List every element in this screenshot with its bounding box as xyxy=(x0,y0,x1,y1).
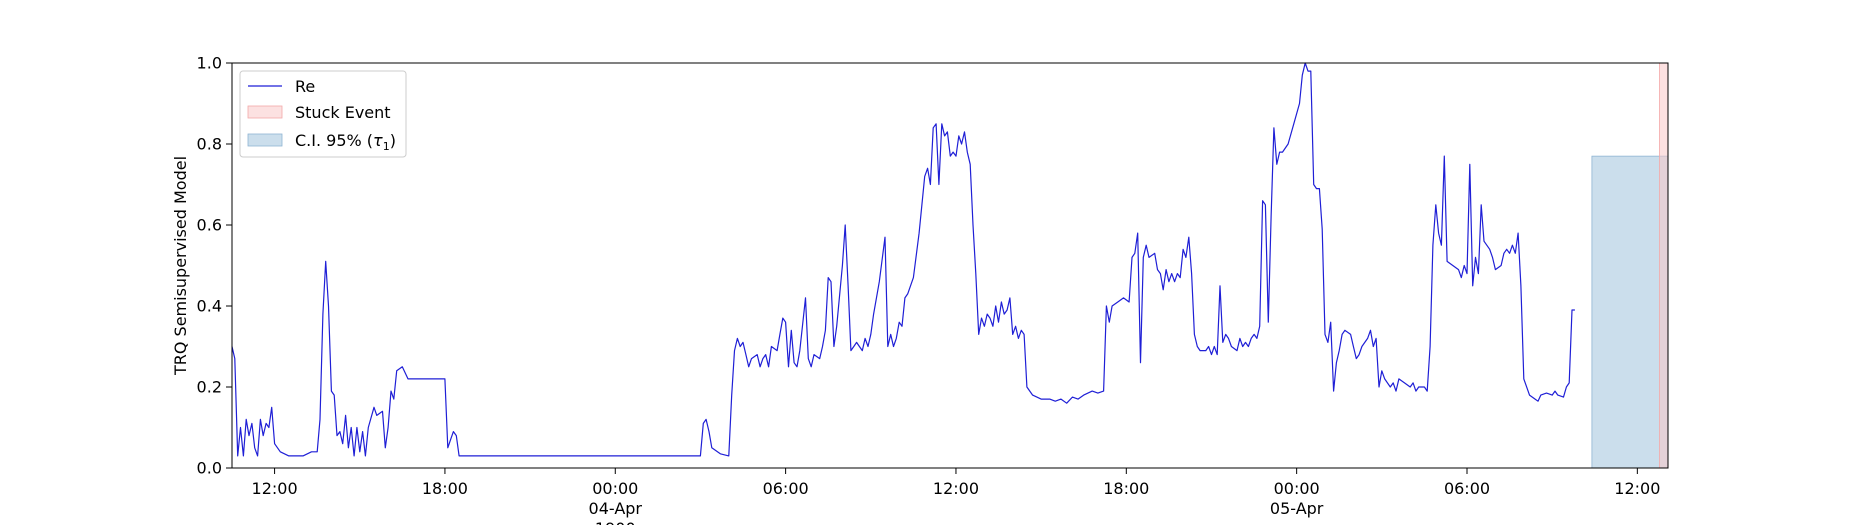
series-line-re xyxy=(231,62,1575,457)
x-year-label: 1900 xyxy=(595,519,636,525)
x-tick-label: 18:00 xyxy=(1103,479,1149,498)
ci-span xyxy=(1591,155,1669,469)
x-tick-label: 06:00 xyxy=(763,479,809,498)
legend-label: Stuck Event xyxy=(295,103,391,122)
y-tick-label: 0.0 xyxy=(197,459,222,478)
x-tick-label: 12:00 xyxy=(933,479,979,498)
y-axis: 0.0 0.2 0.4 0.6 0.8 1.0 xyxy=(197,54,232,478)
legend-swatch-stuck xyxy=(247,105,283,119)
x-tick-label: 00:00 xyxy=(592,479,638,498)
legend-swatch-ci xyxy=(247,133,283,147)
legend-label: C.I. 95% (τ1) xyxy=(295,131,396,153)
line-layer xyxy=(231,62,1575,457)
stuck-event-span xyxy=(1659,62,1669,469)
x-tick-date-label: 04-Apr xyxy=(589,499,643,518)
y-tick-label: 0.4 xyxy=(197,297,222,316)
legend-label: Re xyxy=(295,77,315,96)
y-axis-label: TRQ Semisupervised Model xyxy=(171,156,190,376)
x-tick-label: 18:00 xyxy=(422,479,468,498)
x-tick-label: 12:00 xyxy=(252,479,298,498)
x-tick-label: 12:00 xyxy=(1614,479,1660,498)
y-tick-label: 0.6 xyxy=(197,216,222,235)
x-tick-label: 00:00 xyxy=(1274,479,1320,498)
x-tick-date-label: 05-Apr xyxy=(1270,499,1324,518)
legend: Re Stuck Event C.I. 95% (τ1) xyxy=(239,70,407,158)
y-tick-label: 0.2 xyxy=(197,378,222,397)
y-tick-label: 0.8 xyxy=(197,135,222,154)
axes-frame xyxy=(231,62,1669,469)
y-tick-label: 1.0 xyxy=(197,54,222,73)
x-tick-label: 06:00 xyxy=(1444,479,1490,498)
span-layer xyxy=(1591,62,1669,469)
